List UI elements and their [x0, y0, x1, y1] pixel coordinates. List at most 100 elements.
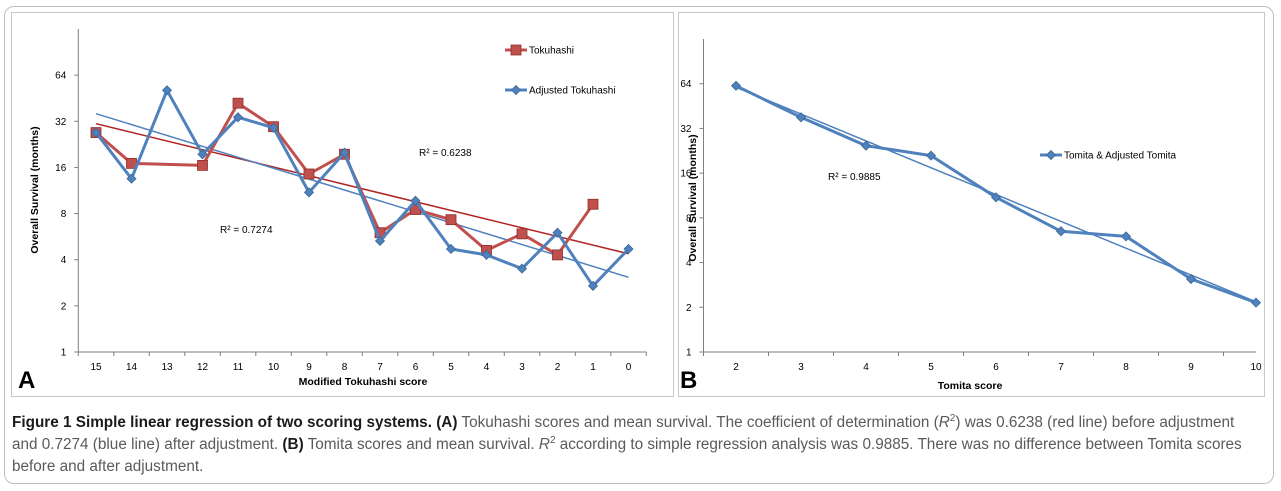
chart-a-y-tick-64: 64: [55, 71, 67, 82]
chart-a-y-tick-8: 8: [61, 209, 67, 220]
chart-a-x-tick-15: 15: [90, 362, 102, 373]
chart-a-y-axis-title: Overall Survival (months): [29, 126, 41, 253]
chart-a-point-tokuhashi-5: [445, 214, 457, 226]
chart-b-r2-label: R² = 0.9885: [828, 172, 881, 183]
chart-a-point-adjusted-tokuhashi-6: [410, 195, 421, 206]
caption-text-b-1: Tomita scores and mean survival.: [303, 436, 539, 453]
chart-a-y-tick-2: 2: [61, 301, 67, 312]
figure-caption: Figure 1 Simple linear regression of two…: [12, 412, 1262, 478]
chart-a-point-adjusted-tokuhashi-8: [339, 147, 350, 158]
chart-a-x-tick-0: 0: [626, 362, 632, 373]
chart-b-x-tick-8: 8: [1123, 362, 1129, 373]
chart-a-y-tick-16: 16: [55, 163, 67, 174]
chart-b-legend-marker-0: [1045, 149, 1057, 161]
chart-a-x-tick-4: 4: [484, 362, 490, 373]
chart-a-legend-marker-0: [510, 44, 522, 56]
chart-a-r2-red-label: R² = 0.6238: [419, 148, 472, 159]
chart-a-x-tick-8: 8: [342, 362, 348, 373]
chart-b-x-tick-10: 10: [1250, 362, 1262, 373]
chart-a-y-tick-1: 1: [61, 348, 67, 359]
chart-b-x-tick-6: 6: [993, 362, 999, 373]
chart-a-x-tick-7: 7: [377, 362, 383, 373]
caption-title: Figure 1 Simple linear regression of two…: [12, 414, 432, 431]
chart-a-point-adjusted-tokuhashi-13: [161, 85, 173, 96]
chart-b-point-tomita-adjusted-tomita-3: [795, 112, 807, 123]
caption-text-a-1: Tokuhashi scores and mean survival. The …: [457, 414, 939, 431]
chart-b-y-tick-4: 4: [686, 258, 692, 269]
chart-a-point-tokuhashi-11: [232, 97, 244, 109]
chart-a-point-adjusted-tokuhashi-7: [374, 235, 386, 247]
chart-a-x-tick-14: 14: [126, 362, 138, 373]
chart-a-point-adjusted-tokuhashi-14: [126, 173, 137, 184]
chart-b-x-axis-title: Tomita score: [938, 380, 1003, 392]
chart-b-point-tomita-adjusted-tomita-9: [1185, 273, 1197, 285]
chart-a-point-adjusted-tokuhashi-0: [623, 243, 634, 255]
chart-b-point-tomita-adjusted-tomita-10: [1250, 297, 1262, 308]
chart-b-x-tick-9: 9: [1188, 362, 1194, 373]
chart-a-point-adjusted-tokuhashi-4: [481, 249, 492, 260]
chart-b-x-tick-7: 7: [1058, 362, 1064, 373]
chart-a-point-tokuhashi-9: [303, 168, 315, 180]
caption-text-a-2: ) was 0.6238 (red line) before adjustmen…: [12, 414, 1235, 453]
chart-a-point-adjusted-tokuhashi-10: [268, 122, 279, 133]
caption-label-b: (B): [282, 436, 304, 453]
chart-a-legend-label-0: Tokuhashi: [529, 46, 574, 57]
chart-b-x-tick-2: 2: [733, 362, 739, 373]
chart-a-x-tick-9: 9: [306, 362, 312, 373]
chart-a-point-adjusted-tokuhashi-12: [197, 149, 208, 160]
chart-a-x-tick-1: 1: [590, 362, 596, 373]
chart-b-y-tick-1: 1: [686, 348, 692, 359]
chart-b-y-tick-32: 32: [680, 124, 692, 135]
chart-a-point-adjusted-tokuhashi-3: [516, 263, 528, 274]
chart-a-x-tick-5: 5: [448, 362, 454, 373]
chart-b-point-tomita-adjusted-tomita-7: [1055, 226, 1067, 237]
chart-b-point-tomita-adjusted-tomita-5: [925, 150, 937, 161]
chart-a-point-tokuhashi-3: [516, 228, 528, 240]
chart-b-x-tick-3: 3: [798, 362, 804, 373]
caption-r-symbol: R: [938, 414, 950, 431]
chart-b-y-tick-2: 2: [686, 303, 692, 314]
chart-b-point-tomita-adjusted-tomita-4: [860, 140, 872, 151]
chart-b-point-tomita-adjusted-tomita-2: [730, 80, 742, 91]
panel-a: [11, 12, 674, 397]
chart-a-trendline-tokuhashi: [95, 122, 629, 255]
panel-b: [678, 12, 1265, 397]
chart-a-y-tick-4: 4: [61, 255, 67, 266]
chart-b-x-tick-4: 4: [863, 362, 869, 373]
chart-b-y-axis-title: Overall Survival (months): [687, 134, 699, 261]
chart-a-point-adjusted-tokuhashi-11: [232, 112, 244, 123]
chart-a-series-line-adjusted-tokuhashi: [94, 88, 630, 288]
chart-a-x-tick-6: 6: [413, 362, 419, 373]
chart-a-y-tick-32: 32: [55, 117, 67, 128]
chart-b-y-tick-16: 16: [680, 169, 692, 180]
caption-text-b-2: according to simple regression analysis …: [12, 436, 1242, 475]
chart-a-legend-label-1: Adjusted Tokuhashi: [529, 86, 616, 97]
caption-r-symbol-b: R: [538, 436, 550, 453]
chart-a-x-tick-12: 12: [197, 362, 209, 373]
panel-letter-b: B: [680, 367, 698, 394]
panel-letter-a: A: [18, 367, 36, 394]
chart-a-r2-blue-label: R² = 0.7274: [220, 225, 273, 236]
chart-a-point-tokuhashi-1: [587, 198, 599, 210]
chart-a-x-tick-3: 3: [519, 362, 525, 373]
chart-a-point-adjusted-tokuhashi-1: [587, 280, 599, 291]
caption-label-a: (A): [436, 414, 458, 431]
chart-b-x-tick-5: 5: [928, 362, 934, 373]
chart-a-x-tick-2: 2: [555, 362, 561, 373]
chart-a-point-tokuhashi-2: [552, 249, 563, 261]
chart-a-x-axis-title: Modified Tokuhashi score: [299, 376, 428, 388]
chart-a-point-adjusted-tokuhashi-15: [90, 127, 102, 138]
chart-a-point-tokuhashi-12: [197, 159, 208, 171]
chart-b-y-tick-64: 64: [680, 79, 692, 90]
caption-r-exponent-b: 2: [549, 434, 556, 446]
chart-b-point-tomita-adjusted-tomita-6: [990, 192, 1002, 203]
chart-a-point-adjusted-tokuhashi-5: [445, 243, 457, 255]
chart-a-point-adjusted-tokuhashi-9: [303, 187, 315, 198]
chart-b-point-tomita-adjusted-tomita-8: [1120, 231, 1132, 242]
caption-r-exponent: 2: [949, 412, 956, 424]
chart-a-point-adjusted-tokuhashi-2: [552, 227, 563, 238]
chart-b-y-tick-8: 8: [686, 213, 692, 224]
chart-a-x-tick-11: 11: [233, 362, 244, 373]
